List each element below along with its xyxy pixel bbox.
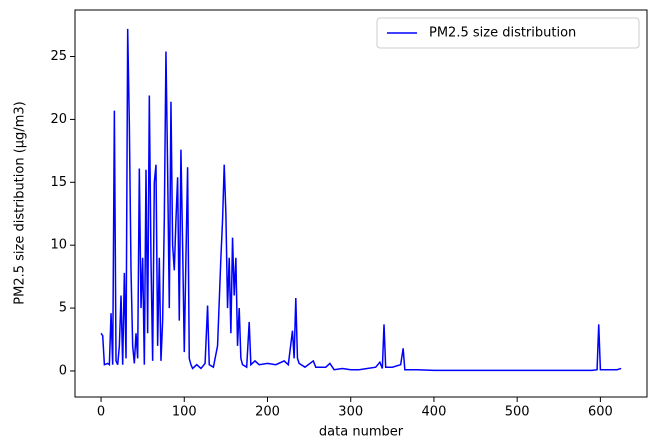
y-tick-label: 0	[59, 363, 67, 378]
y-axis-label: PM2.5 size distribution (μg/m3)	[13, 101, 28, 304]
x-axis-label: data number	[319, 425, 404, 440]
x-tick-label: 500	[505, 405, 530, 420]
x-tick-label: 300	[338, 405, 363, 420]
y-tick-label: 25	[50, 49, 67, 64]
y-tick-label: 10	[50, 238, 67, 253]
data-line	[100, 28, 622, 372]
x-tick-label: 200	[255, 405, 280, 420]
x-tick-label: 600	[588, 405, 613, 420]
x-tick-label: 400	[422, 405, 447, 420]
y-tick-label: 20	[50, 112, 67, 127]
legend-box	[376, 17, 640, 49]
x-tick-label: 0	[97, 405, 105, 420]
plot-frame	[74, 9, 648, 398]
y-tick-label: 5	[59, 301, 67, 316]
y-tick-label: 15	[50, 175, 67, 190]
x-tick-label: 100	[172, 405, 197, 420]
legend-label: PM2.5 size distribution	[429, 26, 576, 41]
